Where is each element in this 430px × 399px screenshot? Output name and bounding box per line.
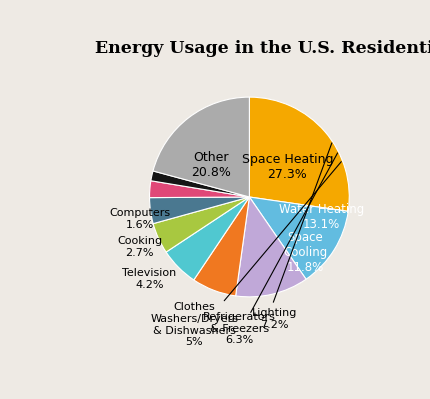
Wedge shape xyxy=(194,197,249,296)
Wedge shape xyxy=(249,197,348,279)
Wedge shape xyxy=(150,181,249,198)
Text: Space Heating
27.3%: Space Heating 27.3% xyxy=(242,153,333,181)
Wedge shape xyxy=(249,97,349,211)
Wedge shape xyxy=(150,197,249,224)
Wedge shape xyxy=(166,197,249,280)
Text: Space
Cooling
11.8%: Space Cooling 11.8% xyxy=(283,231,328,275)
Text: Cooking
2.7%: Cooking 2.7% xyxy=(117,236,162,258)
Text: Lighting
7.2%: Lighting 7.2% xyxy=(252,308,297,330)
Text: Energy Usage in the U.S. Residential Sector in 2015: Energy Usage in the U.S. Residential Sec… xyxy=(95,40,430,57)
Text: Computers
1.6%: Computers 1.6% xyxy=(109,208,170,230)
Text: Refrigerators
& Freezers
6.3%: Refrigerators & Freezers 6.3% xyxy=(203,312,276,346)
Wedge shape xyxy=(153,197,249,252)
Text: Other
20.8%: Other 20.8% xyxy=(191,151,231,179)
Wedge shape xyxy=(153,97,249,197)
Wedge shape xyxy=(151,171,249,197)
Text: Television
4.2%: Television 4.2% xyxy=(123,268,177,290)
Text: Water Heating
13.1%: Water Heating 13.1% xyxy=(279,203,364,231)
Text: Clothes
Washers/Dryers
& Dishwashers
5%: Clothes Washers/Dryers & Dishwashers 5% xyxy=(150,302,239,347)
Wedge shape xyxy=(236,197,306,297)
